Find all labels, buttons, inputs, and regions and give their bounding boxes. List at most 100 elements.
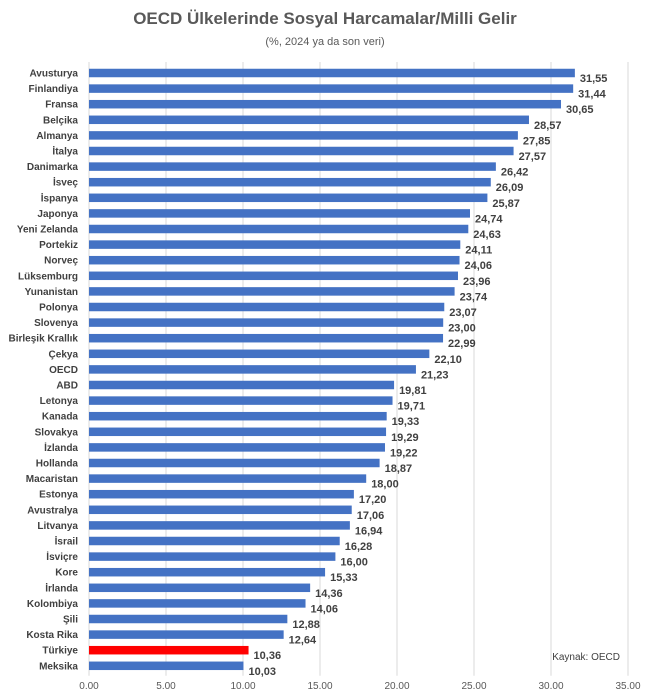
category-label: Avusturya bbox=[29, 69, 78, 80]
bar bbox=[89, 146, 514, 156]
value-label: 10,03 bbox=[248, 666, 276, 678]
bar bbox=[89, 380, 395, 390]
category-label: Yunanistan bbox=[25, 287, 78, 298]
value-label: 23,07 bbox=[449, 307, 477, 319]
category-label: Portekiz bbox=[39, 240, 78, 251]
value-label: 27,57 bbox=[519, 151, 547, 163]
category-label: Almanya bbox=[36, 131, 78, 142]
category-label: İspanya bbox=[41, 191, 79, 204]
bar bbox=[89, 99, 562, 109]
value-label: 18,00 bbox=[371, 479, 399, 491]
bar bbox=[89, 193, 488, 203]
category-label: Finlandiya bbox=[29, 84, 79, 95]
x-tick-label: 25.00 bbox=[461, 681, 486, 692]
category-label: Kanada bbox=[42, 412, 79, 423]
bar bbox=[89, 427, 387, 437]
value-label: 31,55 bbox=[580, 73, 608, 85]
bar bbox=[89, 536, 340, 546]
value-label: 19,71 bbox=[398, 401, 426, 413]
x-tick-label: 10.00 bbox=[230, 681, 255, 692]
bar bbox=[89, 115, 529, 125]
category-label: Japonya bbox=[37, 209, 78, 220]
bar bbox=[89, 318, 444, 327]
category-label: Avustralya bbox=[27, 505, 78, 516]
category-label: İzlanda bbox=[44, 441, 78, 454]
category-label: Belçika bbox=[43, 115, 78, 126]
value-label: 24,74 bbox=[475, 213, 503, 225]
bar bbox=[89, 255, 460, 265]
category-label: ABD bbox=[56, 381, 78, 392]
x-tick-label: 30.00 bbox=[538, 681, 563, 692]
category-label: Litvanya bbox=[37, 521, 78, 532]
bars bbox=[89, 68, 575, 671]
category-label: Yeni Zelanda bbox=[17, 225, 79, 236]
value-label: 16,28 bbox=[345, 541, 373, 553]
value-label: 12,64 bbox=[289, 635, 317, 647]
bar bbox=[89, 68, 575, 78]
x-tick-label: 35.00 bbox=[615, 681, 640, 692]
value-label: 24,06 bbox=[465, 260, 493, 272]
bar bbox=[89, 505, 352, 515]
value-label: 19,22 bbox=[390, 447, 418, 459]
category-label: İsrail bbox=[55, 535, 79, 548]
bar bbox=[89, 271, 458, 281]
value-label: 17,20 bbox=[359, 494, 387, 506]
bar bbox=[89, 302, 445, 312]
category-label: Fransa bbox=[45, 100, 78, 111]
category-label: Lüksemburg bbox=[18, 271, 78, 282]
source-note: Kaynak: OECD bbox=[552, 652, 620, 663]
bar bbox=[89, 287, 455, 296]
bar bbox=[89, 567, 326, 577]
value-label: 23,00 bbox=[448, 323, 476, 335]
value-label: 10,36 bbox=[254, 650, 282, 662]
x-tick-label: 15.00 bbox=[307, 681, 332, 692]
category-label: Kosta Rika bbox=[26, 630, 78, 641]
bar bbox=[89, 411, 387, 421]
bar bbox=[89, 458, 380, 468]
bar bbox=[89, 443, 385, 452]
bar bbox=[89, 240, 461, 249]
value-label: 24,63 bbox=[473, 229, 501, 241]
value-label: 14,06 bbox=[311, 603, 339, 615]
value-label: 23,74 bbox=[460, 291, 488, 303]
bar bbox=[89, 349, 430, 359]
bar bbox=[89, 583, 311, 593]
bar bbox=[89, 614, 288, 624]
category-labels: Avusturya Finlandiya Fransa Belçika Almanya İ… bbox=[9, 69, 79, 673]
category-label: Çekya bbox=[49, 349, 79, 360]
category-label: Türkiye bbox=[42, 646, 78, 657]
value-label: 22,99 bbox=[448, 338, 476, 350]
value-label: 30,65 bbox=[566, 104, 594, 116]
category-label: Slovakya bbox=[35, 427, 79, 438]
category-label: İsviçre bbox=[46, 550, 78, 563]
bar bbox=[89, 521, 350, 530]
bar bbox=[89, 645, 249, 655]
bar bbox=[89, 599, 306, 608]
category-label: İrlanda bbox=[45, 581, 78, 594]
value-label: 16,00 bbox=[340, 557, 368, 569]
category-label: Letonya bbox=[40, 396, 79, 407]
value-label: 22,10 bbox=[434, 354, 462, 366]
bar bbox=[89, 365, 416, 374]
bar bbox=[89, 84, 574, 93]
category-label: Macaristan bbox=[26, 474, 78, 485]
bar bbox=[89, 131, 518, 140]
value-label: 27,85 bbox=[523, 135, 551, 147]
category-label: Meksika bbox=[39, 661, 78, 672]
bar bbox=[89, 396, 393, 405]
bar bbox=[89, 224, 469, 234]
x-tick-label: 20.00 bbox=[384, 681, 409, 692]
category-label: İtalya bbox=[52, 145, 78, 158]
category-label: Norveç bbox=[44, 256, 78, 267]
x-tick-label: 5.00 bbox=[156, 681, 176, 692]
chart-title: OECD Ülkelerinde Sosyal Harcamalar/Milli… bbox=[133, 9, 517, 28]
category-label: Hollanda bbox=[36, 459, 79, 470]
x-axis-ticks: 0.00 5.00 10.00 15.00 20.00 25.00 30.00 35.00 bbox=[79, 681, 641, 692]
bar bbox=[89, 177, 491, 187]
category-label: İsveç bbox=[53, 176, 78, 189]
chart-subtitle: (%, 2024 ya da son veri) bbox=[265, 36, 384, 48]
bar bbox=[89, 630, 284, 639]
value-label: 19,29 bbox=[391, 432, 419, 444]
